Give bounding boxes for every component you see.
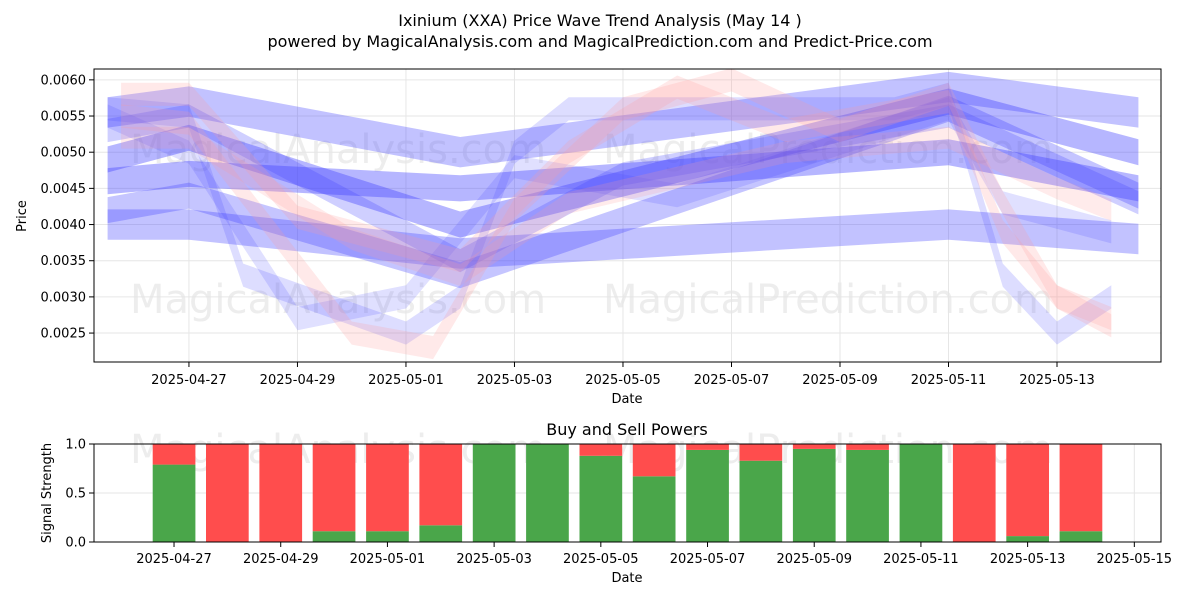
price-plot-frame <box>93 68 1162 363</box>
sell-bar <box>579 444 623 456</box>
buy-bar <box>312 531 356 542</box>
buy-bar <box>739 460 783 542</box>
buy-bar <box>152 464 196 542</box>
buy-bar <box>526 444 569 542</box>
powers-x-tick-label: 2025-05-09 <box>776 552 852 567</box>
price-wave-band-5 <box>107 95 1139 289</box>
price-wave-band-4 <box>107 88 1139 238</box>
powers-y-tick-label: 0.5 <box>65 487 86 502</box>
powers-bars <box>152 444 1103 542</box>
price-x-tick-label: 2025-05-07 <box>694 373 770 388</box>
buy-bar <box>686 449 729 542</box>
price-wave-bands <box>107 68 1139 360</box>
sell-bar <box>846 444 889 450</box>
price-x-tick-label: 2025-05-03 <box>477 373 553 388</box>
price-x-tick-label: 2025-05-13 <box>1019 373 1095 388</box>
price-x-axis-label: Date <box>611 392 642 407</box>
sell-bar <box>366 444 409 532</box>
powers-x-axis-label: Date <box>611 571 642 586</box>
sell-bar <box>259 444 303 542</box>
powers-x-tick-label: 2025-05-07 <box>670 552 746 567</box>
price-wave-band-3 <box>107 139 1139 202</box>
sell-bar <box>419 444 463 526</box>
price-x-tick-label: 2025-05-01 <box>368 373 444 388</box>
buy-bar <box>846 449 889 542</box>
powers-x-tick-label: 2025-04-27 <box>136 552 212 567</box>
watermark-analysis-mid: MagicalAnalysis.com <box>130 277 546 323</box>
price-wave-band-6 <box>107 104 1139 273</box>
price-axis-ticks: 2025-04-27 2025-04-29 2025-05-01 2025-05-03… <box>41 73 1095 388</box>
price-y-tick-label: 0.0040 <box>41 218 87 233</box>
powers-x-tick-label: 2025-05-05 <box>563 552 639 567</box>
price-y-tick-label: 0.0060 <box>41 73 87 88</box>
sell-bar <box>792 444 836 449</box>
watermark-analysis-top: MagicalAnalysis.com <box>130 127 546 173</box>
sell-bar <box>1059 444 1103 532</box>
price-x-tick-label: 2025-05-11 <box>911 373 987 388</box>
price-wave-band-2 <box>107 209 1139 269</box>
buy-bar <box>419 525 463 542</box>
watermark-prediction-mid: MagicalPrediction.com <box>603 277 1053 323</box>
powers-y-tick-label: 0.0 <box>65 536 86 551</box>
buy-bar <box>1059 531 1103 542</box>
price-y-axis-label: Price <box>15 200 30 232</box>
buy-bar <box>1006 536 1049 542</box>
powers-x-tick-label: 2025-05-11 <box>883 552 959 567</box>
powers-y-tick-label: 1.0 <box>65 438 86 453</box>
price-wave-band-9 <box>121 75 1112 331</box>
sell-bar <box>1006 444 1049 537</box>
price-x-tick-label: 2025-04-29 <box>260 373 336 388</box>
price-grid <box>94 69 1161 362</box>
powers-x-tick-label: 2025-05-13 <box>990 552 1066 567</box>
sell-bar <box>739 444 783 461</box>
buy-bar <box>472 444 516 542</box>
powers-x-tick-label: 2025-04-29 <box>243 552 319 567</box>
powers-plot-frame <box>93 443 1162 543</box>
watermark-prediction-top: MagicalPrediction.com <box>603 127 1053 173</box>
powers-y-axis-label: Signal Strength <box>40 443 55 543</box>
powers-x-tick-label: 2025-05-15 <box>1097 552 1173 567</box>
sell-bar <box>632 444 676 477</box>
chart-title: Ixinium (XXA) Price Wave Trend Analysis … <box>398 11 802 30</box>
price-y-tick-label: 0.0025 <box>41 327 87 342</box>
powers-x-tick-label: 2025-05-01 <box>350 552 426 567</box>
sell-bar <box>152 444 196 465</box>
price-y-tick-label: 0.0030 <box>41 290 87 305</box>
buy-bar <box>366 531 409 542</box>
buy-bar <box>632 476 676 542</box>
price-x-tick-label: 2025-05-05 <box>585 373 661 388</box>
sell-bar <box>686 444 729 450</box>
price-y-tick-label: 0.0055 <box>41 110 87 125</box>
buy-bar <box>579 455 623 542</box>
price-wave-band-10 <box>121 68 1112 360</box>
price-x-tick-label: 2025-05-09 <box>802 373 878 388</box>
price-y-tick-label: 0.0050 <box>41 146 87 161</box>
powers-title: Buy and Sell Powers <box>546 420 708 439</box>
powers-axis-ticks: 2025-04-27 2025-04-29 2025-05-01 2025-05-03… <box>65 438 1172 568</box>
sell-bar <box>206 444 249 542</box>
price-wave-band-1 <box>107 71 1139 168</box>
price-wave-band-11 <box>121 126 1112 287</box>
price-y-tick-label: 0.0045 <box>41 182 87 197</box>
powers-x-tick-label: 2025-05-03 <box>456 552 532 567</box>
sell-bar <box>952 444 996 542</box>
sell-bar <box>312 444 356 532</box>
chart-subtitle: powered by MagicalAnalysis.com and Magic… <box>267 32 932 51</box>
buy-bar <box>899 444 943 542</box>
price-x-tick-label: 2025-04-27 <box>151 373 227 388</box>
price-y-tick-label: 0.0035 <box>41 254 87 269</box>
buy-bar <box>792 448 836 542</box>
